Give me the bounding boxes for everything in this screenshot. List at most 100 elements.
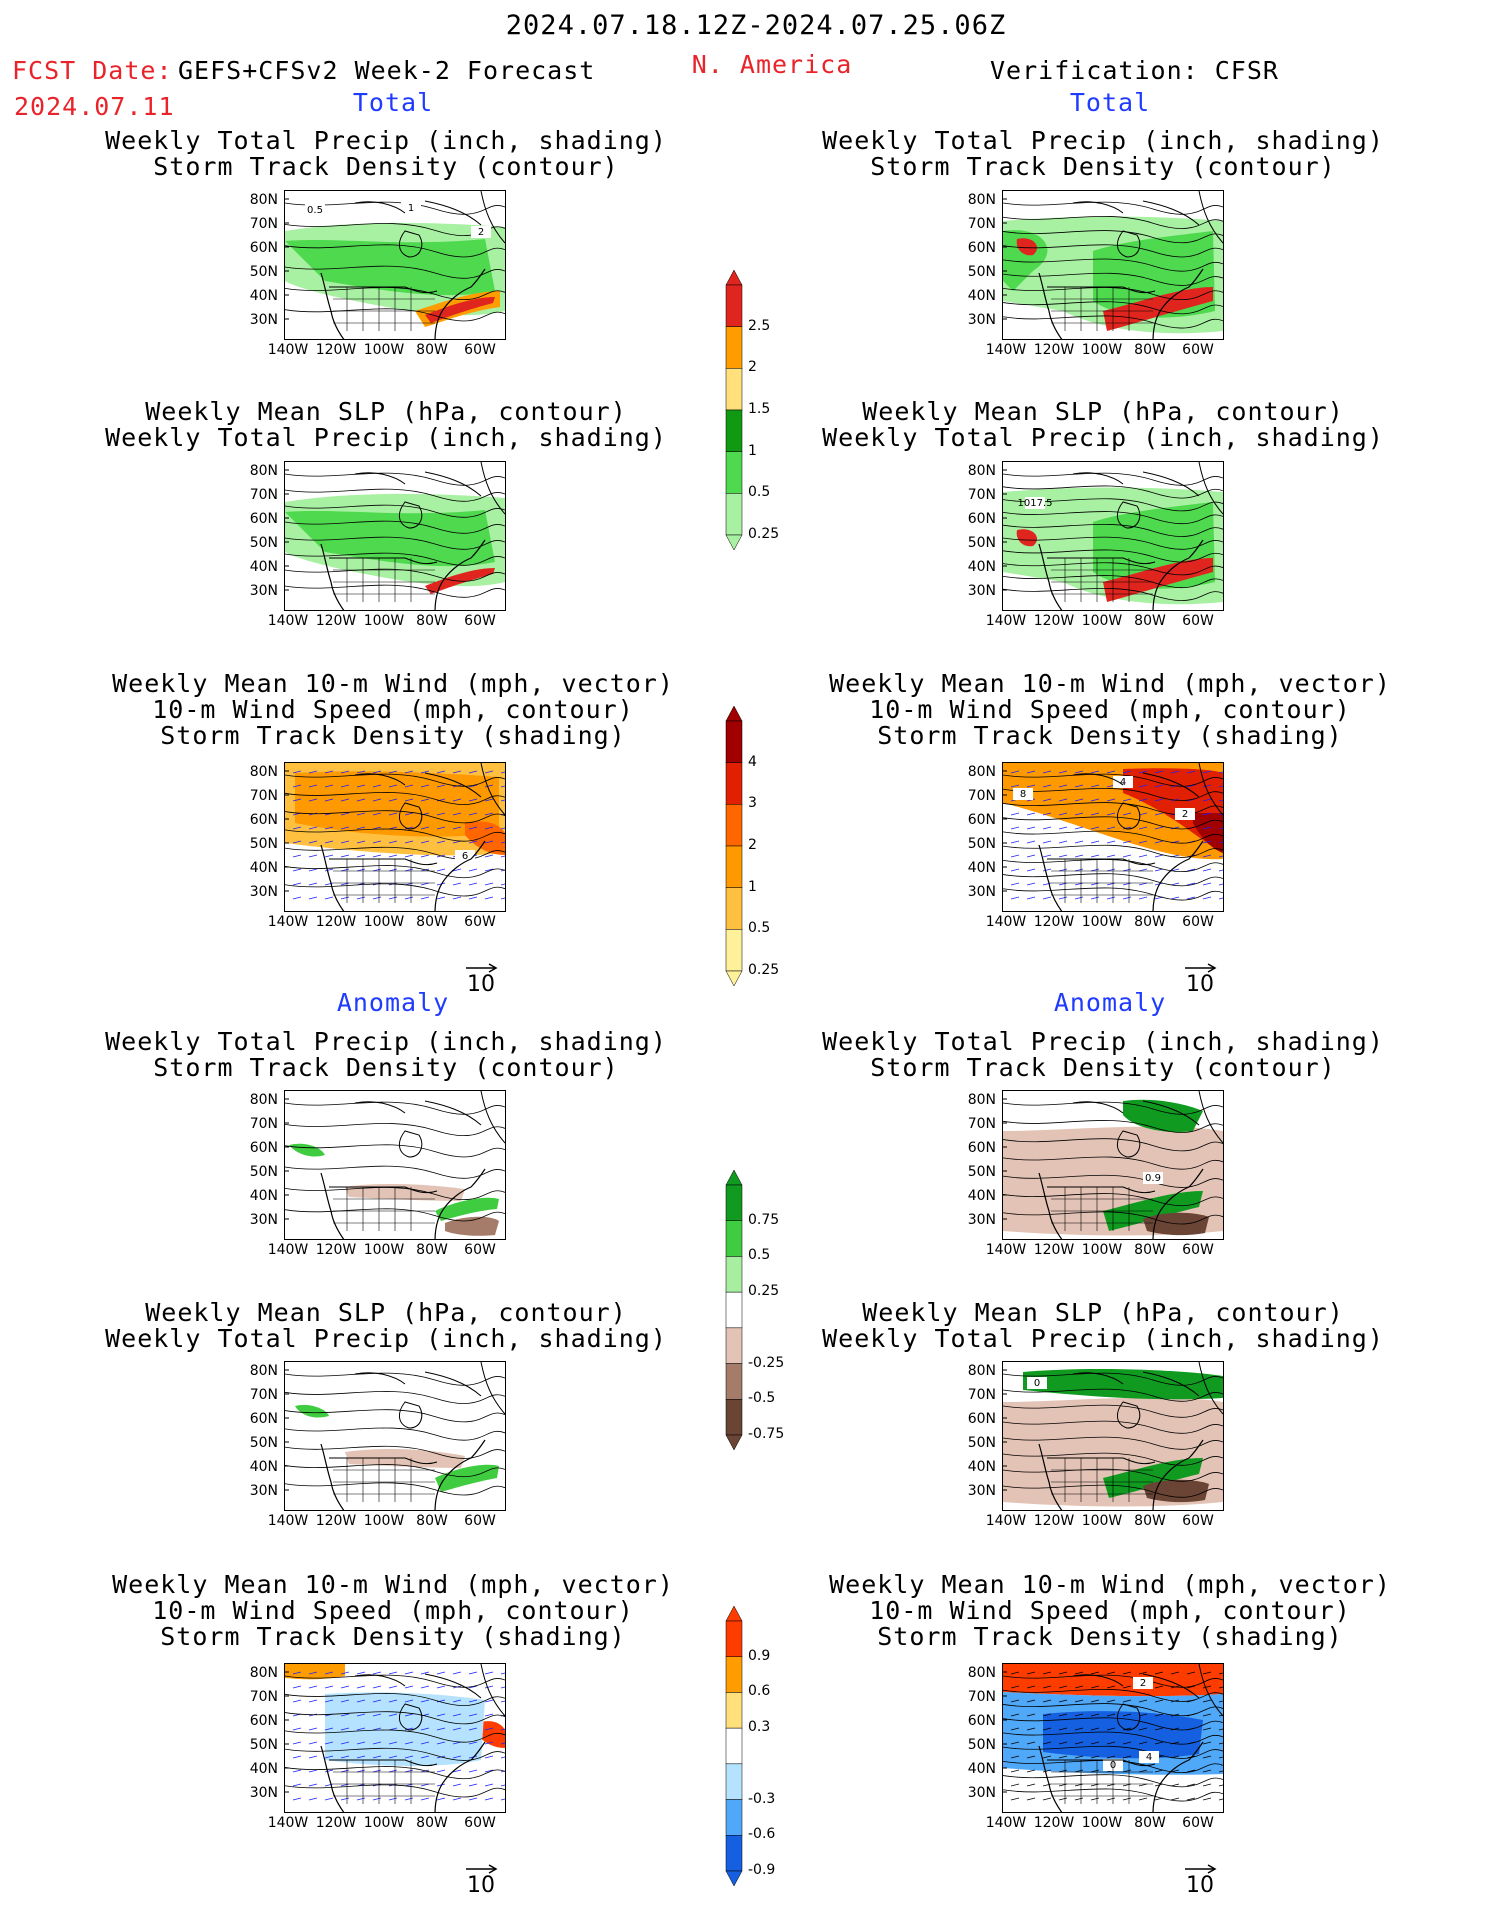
lat-tick-label: 50N	[249, 264, 278, 280]
wind-vector	[500, 1770, 505, 1773]
west-coastline	[320, 543, 345, 610]
wind-speed-contours	[285, 773, 505, 897]
precip-extreme	[1103, 287, 1213, 331]
wind-vector	[468, 1783, 478, 1787]
wind-vector	[1042, 868, 1052, 872]
contour-line	[285, 1674, 505, 1688]
colorbar-cap	[725, 1169, 743, 1186]
wind-vector	[1218, 1798, 1223, 1801]
contour-line	[285, 810, 505, 824]
wind-vector	[372, 854, 382, 858]
wind-vector	[308, 1699, 318, 1703]
precip-extreme	[1103, 558, 1213, 602]
lat-tick-label: 50N	[967, 264, 996, 280]
wind-vector	[1090, 868, 1100, 872]
colorbar-label: -0.6	[748, 1826, 776, 1843]
storm-anom-pos	[285, 1664, 345, 1680]
colorbar-swatch	[725, 887, 743, 930]
wind-vector	[340, 798, 350, 802]
greenland-coast	[1198, 191, 1223, 244]
colorbar-label: -0.9	[748, 1862, 776, 1878]
lat-tick-label: 50N	[249, 836, 278, 852]
lon-tick-label: 140W	[985, 1513, 1027, 1529]
wind-vector	[1138, 770, 1148, 774]
wind-vector	[1026, 1699, 1036, 1703]
wind-vector	[1202, 1755, 1212, 1759]
wind-vector	[292, 1797, 302, 1801]
wind-vector	[1218, 1784, 1223, 1787]
lon-tick-label: 120W	[1033, 1242, 1075, 1258]
wind-vector	[1138, 1699, 1148, 1703]
lon-tick-label: 140W	[267, 613, 309, 629]
wind-vector	[1122, 826, 1132, 830]
wind-vector	[324, 1783, 334, 1787]
wind-vector	[1138, 1741, 1148, 1745]
east-coastline	[1152, 1741, 1204, 1812]
contour-line	[285, 1144, 505, 1158]
wind-vector	[420, 1741, 430, 1745]
wind-vector	[420, 770, 430, 774]
contour-label-bg	[1139, 1751, 1159, 1763]
wind-vector	[372, 868, 382, 872]
contour-line	[285, 552, 505, 566]
wind-vector	[1202, 1783, 1212, 1787]
contour-line	[285, 265, 505, 279]
wind-vector	[452, 1769, 462, 1773]
contour-line	[285, 488, 505, 502]
hudson-bay	[399, 501, 423, 529]
wind-vector	[372, 1769, 382, 1773]
wind-vector	[1090, 896, 1100, 900]
wind-vector	[1042, 1741, 1052, 1745]
vector-ref-p3-left: 10	[466, 963, 498, 997]
wind-vector	[1042, 896, 1052, 900]
west-coastline	[320, 272, 345, 339]
wind-vector	[388, 1671, 398, 1675]
state-borders	[333, 558, 435, 602]
wind-vector	[404, 784, 414, 788]
wind-vector	[1026, 1769, 1036, 1773]
lat-tick-label: 50N	[967, 1164, 996, 1180]
west-coastline	[1038, 844, 1063, 911]
wind-vector	[1154, 798, 1164, 802]
colorbar-swatch	[725, 1363, 743, 1400]
wind-vector	[1106, 770, 1116, 774]
wind-vector	[388, 896, 398, 900]
state-borders	[1051, 1187, 1153, 1231]
wind-vector	[1010, 840, 1020, 844]
wind-vector	[324, 770, 334, 774]
lon-tick-label: 140W	[985, 1815, 1027, 1831]
wind-vector	[1058, 1769, 1068, 1773]
contour-line	[1003, 1156, 1223, 1170]
wind-vector	[404, 1755, 414, 1759]
contour-line	[1003, 215, 1223, 229]
arctic-islands	[354, 772, 482, 798]
precip-anom-dry	[345, 1183, 465, 1201]
colorbar-precip-total-wrap	[724, 269, 744, 554]
wind-vector	[436, 840, 446, 844]
wind-vector	[1010, 1713, 1020, 1717]
arctic-islands	[354, 1673, 482, 1699]
colorbar-label: 1.5	[748, 401, 771, 417]
lat-tick-label: 60N	[249, 240, 278, 256]
wind-vector	[388, 1713, 398, 1717]
wind-vector	[1090, 1797, 1100, 1801]
map-canvas: 4 2 8	[1003, 763, 1223, 911]
wind-vector	[292, 1699, 302, 1703]
hudson-bay	[399, 802, 423, 830]
contour-line	[285, 1391, 505, 1404]
wind-vector	[1122, 854, 1132, 858]
wind-vector	[1218, 1686, 1223, 1689]
lat-tick-label: 30N	[967, 1212, 996, 1228]
lon-tick-label: 80W	[416, 914, 448, 930]
lat-tick-label: 30N	[249, 1483, 278, 1499]
lon-tick-label: 120W	[1033, 1815, 1075, 1831]
precip-anom-wet	[1103, 1458, 1203, 1498]
wind-vector	[372, 840, 382, 844]
wind-vector	[436, 868, 446, 872]
wind-vector	[420, 798, 430, 802]
lon-tick-label: 100W	[1081, 1242, 1123, 1258]
wind-vector	[468, 1797, 478, 1801]
wind-vector	[1074, 896, 1084, 900]
west-coastline	[320, 844, 345, 911]
wind-vector	[404, 812, 414, 816]
